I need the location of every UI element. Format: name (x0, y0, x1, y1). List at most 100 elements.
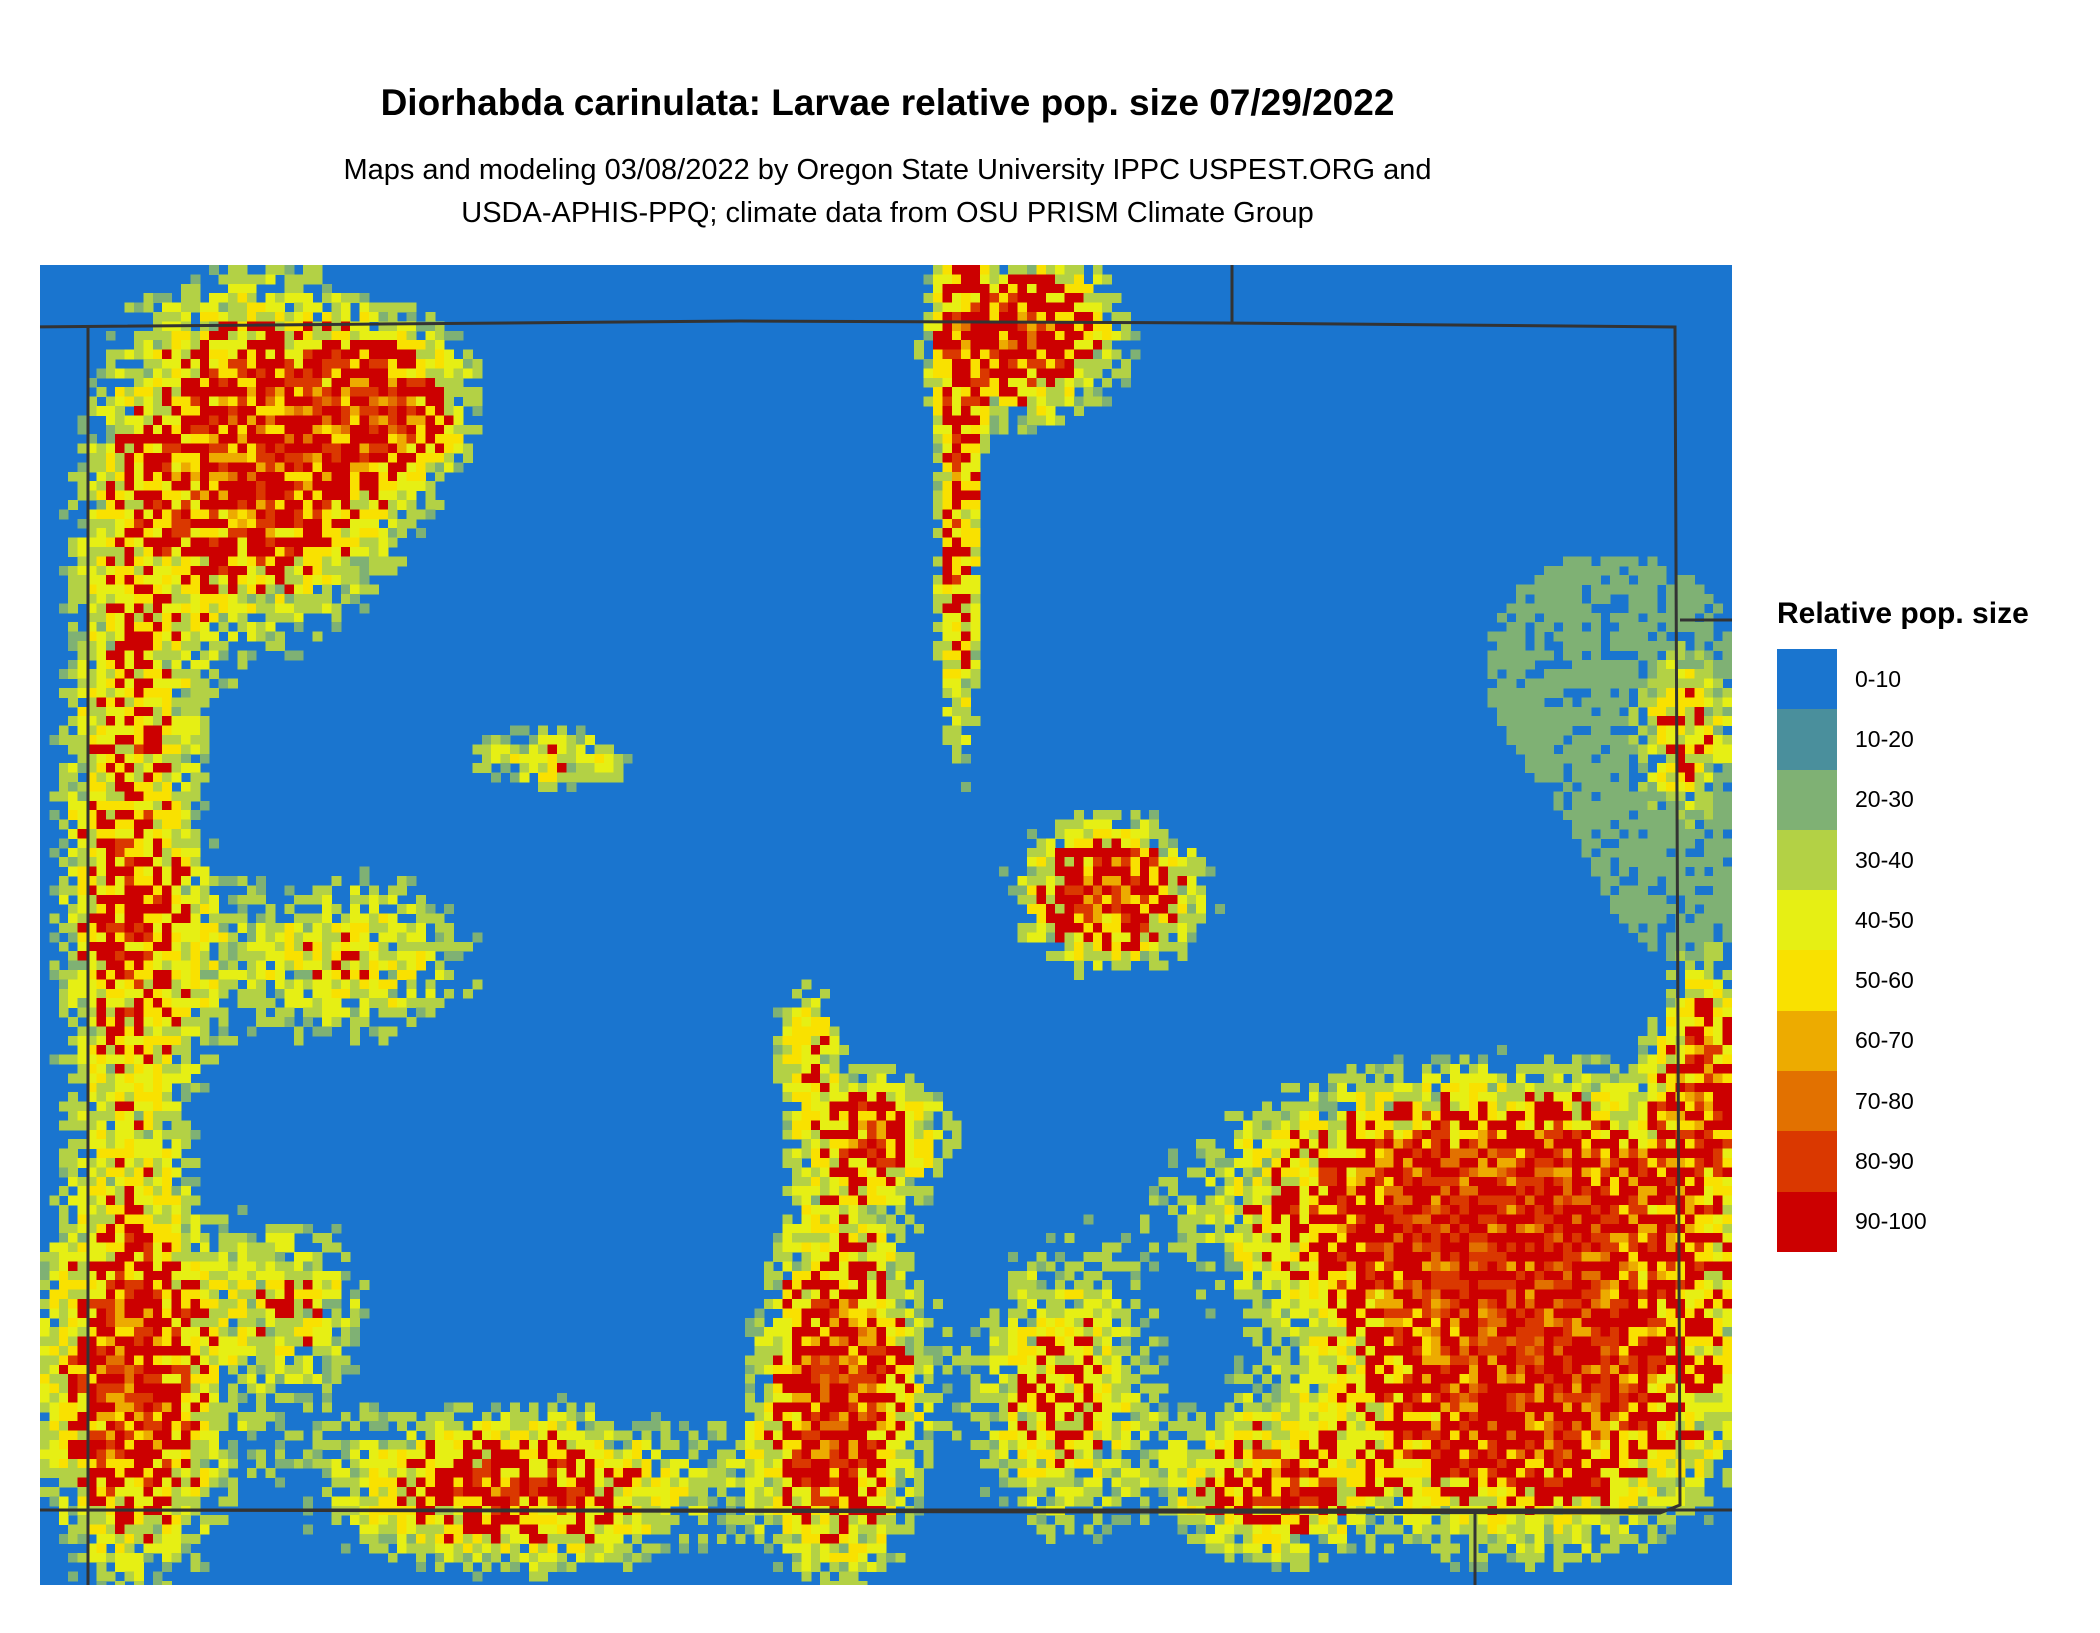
raster-cell (1553, 1101, 1564, 1112)
raster-cell (1581, 1092, 1592, 1103)
raster-cell (77, 791, 88, 802)
raster-cell (1562, 782, 1573, 792)
raster-cell (237, 359, 248, 369)
raster-cell (171, 772, 182, 783)
raster-cell (1572, 1092, 1583, 1103)
raster-cell (218, 387, 229, 398)
raster-cell (434, 349, 445, 360)
raster-cell (1027, 340, 1037, 351)
raster-cell (181, 396, 191, 407)
raster-cell (1252, 1148, 1263, 1159)
raster-cell (1318, 1129, 1329, 1140)
raster-cell (1666, 612, 1677, 623)
raster-cell (1374, 1186, 1385, 1197)
raster-cell (162, 650, 173, 661)
raster-cell (961, 641, 972, 651)
raster-cell (1412, 1148, 1423, 1159)
raster-cell (115, 970, 126, 980)
raster-cell (350, 387, 361, 398)
raster-cell (961, 537, 972, 548)
raster-cell (1092, 819, 1103, 830)
raster-cell (115, 1148, 126, 1159)
raster-cell (143, 1064, 154, 1074)
raster-cell (1478, 1176, 1489, 1187)
raster-cell (275, 970, 285, 980)
raster-cell (312, 988, 323, 999)
raster-cell (199, 518, 210, 529)
raster-cell (1581, 772, 1592, 783)
raster-cell (228, 603, 238, 614)
raster-cell (1055, 923, 1066, 933)
raster-cell (171, 866, 182, 877)
raster-cell (209, 312, 220, 322)
raster-cell (1431, 1158, 1442, 1168)
raster-cell (312, 443, 323, 454)
raster-cell (87, 1111, 97, 1121)
raster-cell (1515, 706, 1526, 717)
raster-cell (152, 1186, 163, 1197)
raster-cell (293, 490, 304, 501)
raster-cell (1703, 951, 1714, 962)
raster-cell (1017, 302, 1028, 313)
raster-cell (1074, 293, 1084, 304)
raster-cell (1092, 960, 1103, 971)
raster-cell (134, 913, 144, 924)
raster-cell (1675, 735, 1686, 745)
raster-cell (1130, 894, 1141, 905)
raster-cell (1638, 782, 1648, 792)
raster-cell (331, 923, 342, 933)
raster-cell (1666, 753, 1677, 764)
raster-cell (1675, 1064, 1686, 1074)
raster-cell (199, 885, 210, 896)
raster-cell (162, 556, 173, 567)
raster-cell (1647, 791, 1658, 802)
raster-cell (68, 932, 79, 943)
raster-cell (1572, 791, 1583, 802)
raster-cell (951, 330, 962, 341)
raster-cell (340, 368, 351, 379)
raster-cell (77, 894, 88, 905)
raster-cell (115, 1139, 126, 1150)
raster-cell (989, 359, 1000, 369)
raster-cell (134, 1101, 144, 1112)
raster-cell (1572, 1148, 1583, 1159)
raster-cell (115, 847, 126, 858)
raster-cell (387, 359, 398, 369)
raster-cell (275, 434, 285, 445)
raster-cell (387, 565, 398, 576)
raster-cell (416, 471, 426, 482)
raster-cell (416, 368, 426, 379)
raster-cell (1092, 396, 1103, 407)
raster-cell (416, 894, 426, 905)
raster-cell (115, 481, 126, 492)
raster-cell (134, 735, 144, 745)
raster-cell (284, 650, 295, 661)
raster-cell (434, 424, 445, 435)
raster-cell (237, 396, 248, 407)
raster-cell (181, 1045, 191, 1056)
raster-cell (1092, 876, 1103, 886)
raster-cell (96, 998, 107, 1009)
raster-cell (87, 1017, 97, 1027)
raster-cell (312, 565, 323, 576)
raster-cell (933, 321, 943, 332)
raster-cell (312, 603, 323, 614)
raster-cell (425, 330, 436, 341)
raster-cell (312, 1007, 323, 1018)
raster-cell (209, 1054, 220, 1065)
raster-cell (293, 359, 304, 369)
raster-cell (134, 847, 144, 858)
raster-cell (1675, 1082, 1686, 1093)
raster-cell (1487, 1158, 1498, 1168)
raster-cell (1506, 716, 1517, 727)
raster-cell (350, 509, 361, 520)
raster-cell (1403, 1148, 1413, 1159)
raster-cell (265, 904, 276, 915)
raster-cell (1017, 359, 1028, 369)
raster-cell (68, 565, 79, 576)
raster-cell (829, 1064, 840, 1074)
raster-cell (1027, 359, 1037, 369)
raster-cell (124, 753, 135, 764)
raster-cell (998, 415, 1009, 426)
raster-cell (68, 923, 79, 933)
